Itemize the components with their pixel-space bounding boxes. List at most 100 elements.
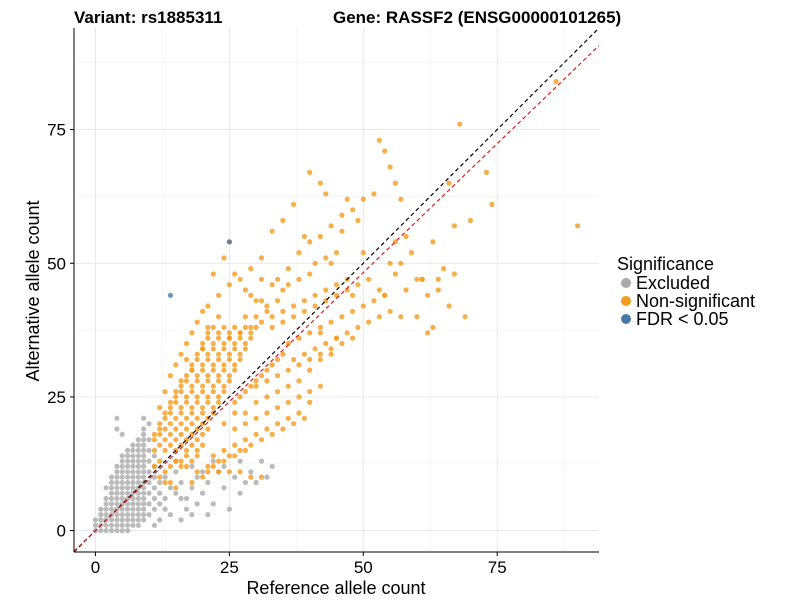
point-non-significant [189, 383, 195, 389]
point-non-significant [173, 458, 179, 464]
point-non-significant [430, 324, 436, 330]
point-excluded [141, 426, 147, 432]
point-excluded [108, 490, 115, 496]
point-non-significant [183, 373, 190, 379]
point-excluded [125, 479, 131, 486]
point-excluded [92, 522, 98, 528]
point-non-significant [157, 426, 163, 432]
point-non-significant [173, 389, 179, 395]
point-non-significant [441, 266, 447, 272]
y-tick-label: 25 [47, 388, 66, 407]
point-non-significant [189, 367, 195, 373]
point-excluded [146, 490, 152, 496]
point-non-significant [285, 399, 291, 405]
point-excluded [205, 479, 211, 486]
point-excluded [135, 442, 141, 448]
point-non-significant [210, 367, 216, 373]
point-non-significant [269, 228, 275, 234]
point-non-significant [194, 351, 200, 357]
point-excluded [178, 517, 184, 523]
point-non-significant [189, 458, 195, 464]
point-non-significant [317, 351, 323, 357]
point-non-significant [157, 421, 163, 427]
point-excluded [194, 501, 200, 507]
point-excluded [141, 485, 147, 491]
point-non-significant [451, 271, 457, 277]
point-non-significant [333, 250, 340, 256]
point-non-significant [167, 399, 173, 405]
point-excluded [141, 458, 147, 464]
point-excluded [146, 469, 152, 475]
point-excluded [135, 458, 141, 464]
point-excluded [98, 511, 104, 518]
point-non-significant [232, 362, 238, 368]
point-excluded [135, 463, 141, 469]
point-non-significant [232, 399, 238, 405]
point-non-significant [323, 287, 329, 293]
point-excluded [135, 517, 141, 523]
point-excluded [130, 495, 136, 502]
point-non-significant [301, 351, 307, 357]
point-non-significant [425, 330, 431, 336]
point-non-significant [178, 389, 184, 395]
point-non-significant [285, 282, 291, 288]
point-non-significant [575, 223, 581, 229]
point-non-significant [489, 201, 495, 207]
point-non-significant [275, 276, 281, 282]
point-excluded [125, 511, 131, 518]
point-non-significant [285, 415, 291, 421]
point-non-significant [173, 437, 179, 443]
point-excluded [114, 479, 120, 486]
point-excluded [135, 437, 141, 443]
point-excluded [162, 495, 168, 502]
point-non-significant [194, 437, 200, 443]
point-non-significant [350, 308, 356, 314]
point-excluded [189, 511, 195, 518]
point-non-significant [221, 367, 227, 373]
point-excluded [125, 463, 131, 469]
point-excluded [130, 469, 136, 475]
point-excluded [125, 485, 131, 491]
point-non-significant [280, 287, 286, 293]
point-excluded [141, 511, 147, 518]
point-non-significant [317, 330, 323, 336]
point-non-significant [253, 415, 259, 421]
point-non-significant [194, 447, 200, 453]
reference-lines [73, 27, 600, 553]
point-non-significant [258, 437, 265, 443]
legend-swatch-fdr [621, 314, 631, 324]
point-non-significant [269, 282, 275, 288]
point-non-significant [275, 405, 281, 411]
point-non-significant [226, 378, 232, 384]
point-non-significant [216, 330, 222, 336]
point-non-significant [210, 463, 216, 469]
point-non-significant [210, 324, 216, 330]
point-excluded [237, 458, 243, 464]
point-non-significant [312, 303, 318, 309]
point-non-significant [258, 276, 265, 282]
point-non-significant [178, 351, 184, 357]
point-excluded [269, 463, 275, 469]
point-non-significant [194, 453, 200, 459]
point-non-significant [333, 282, 340, 288]
point-non-significant [200, 340, 206, 347]
point-non-significant [253, 378, 259, 384]
point-excluded [237, 490, 243, 496]
point-non-significant [307, 389, 313, 395]
point-non-significant [248, 383, 254, 389]
point-excluded [141, 442, 147, 448]
point-non-significant [446, 180, 452, 186]
point-non-significant [167, 405, 173, 411]
point-excluded [103, 522, 109, 528]
point-excluded [125, 469, 131, 475]
point-non-significant [216, 356, 222, 363]
x-axis-title: Reference allele count [246, 578, 425, 598]
point-excluded [135, 490, 141, 496]
point-excluded [135, 501, 141, 507]
legend-swatch-excluded [621, 278, 631, 288]
point-non-significant [307, 239, 313, 245]
point-non-significant [307, 399, 313, 405]
point-excluded [162, 506, 168, 512]
point-non-significant [296, 394, 302, 400]
tick-labels: 0 25 50 75 0 25 50 75 [47, 121, 507, 577]
